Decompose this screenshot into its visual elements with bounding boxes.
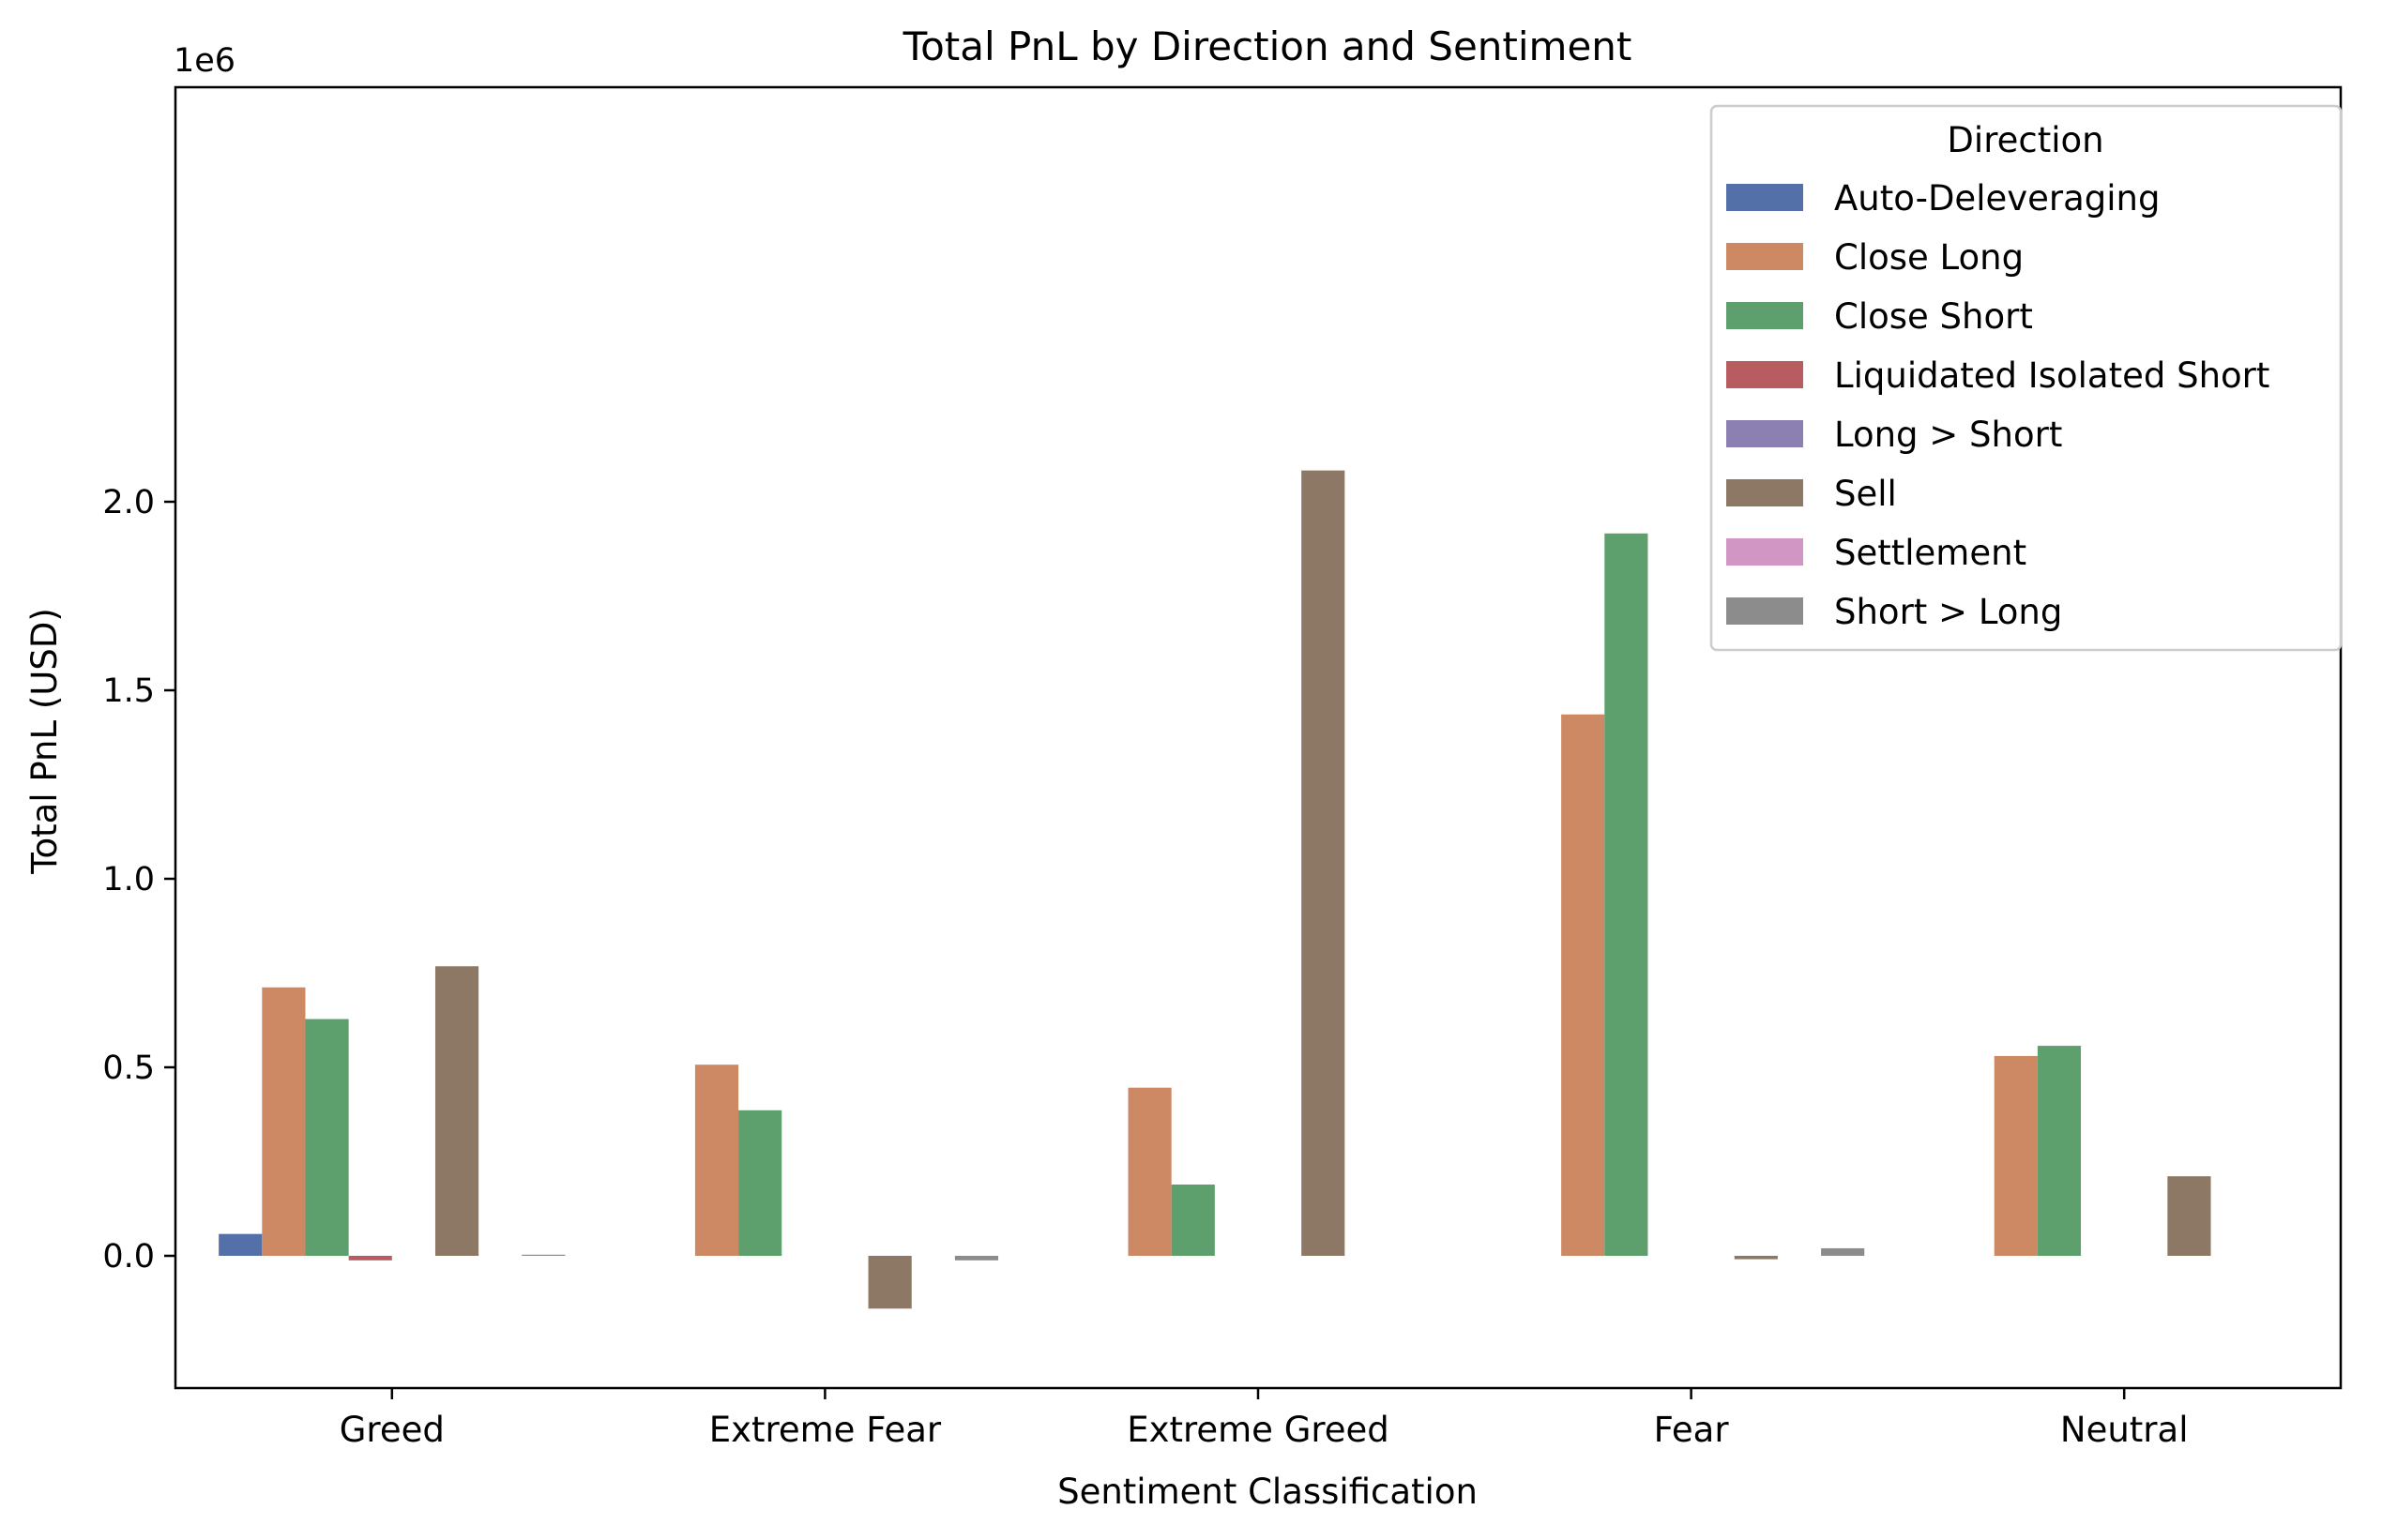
bar-close-long-extreme-fear [694, 1064, 739, 1256]
bar-close-short-neutral [2037, 1046, 2082, 1256]
bar-sell-extreme-greed [1301, 470, 1345, 1256]
legend-swatch [1726, 479, 1803, 506]
bar-short-long-greed [522, 1254, 566, 1256]
x-tick-label: Greed [340, 1410, 445, 1450]
legend-swatch [1726, 538, 1803, 566]
bars-layer [219, 470, 2211, 1309]
bar-close-long-fear [1561, 714, 1605, 1256]
legend-swatch [1726, 420, 1803, 447]
bar-auto-deleveraging-greed [219, 1233, 263, 1256]
legend: Direction Auto-Deleveraging Close Long Clo… [1709, 104, 2343, 652]
bar-sell-greed [434, 966, 479, 1256]
legend-label: Close Long [1834, 237, 2024, 278]
legend-swatch [1726, 243, 1803, 270]
bar-close-long-extreme-greed [1128, 1087, 1172, 1256]
bar-close-long-greed [262, 987, 306, 1256]
bar-close-short-extreme-greed [1171, 1185, 1215, 1256]
legend-swatch [1726, 184, 1803, 211]
y-tick-label: 0.0 [102, 1238, 155, 1276]
x-tick-label: Neutral [2060, 1410, 2189, 1450]
y-axis-label: Total PnL (USD) [24, 608, 65, 875]
x-tick-label: Extreme Fear [709, 1410, 942, 1450]
bar-short-long-extreme-fear [954, 1256, 999, 1261]
x-axis-label: Sentiment Classification [1057, 1472, 1478, 1512]
legend-title: Direction [1947, 120, 2103, 160]
bar-close-short-extreme-fear [738, 1110, 782, 1256]
legend-label: Short > Long [1834, 592, 2062, 632]
legend-label: Sell [1834, 474, 1897, 514]
bar-sell-neutral [2167, 1176, 2211, 1256]
bar-sell-fear [1734, 1256, 1778, 1260]
legend-label: Close Short [1834, 296, 2033, 337]
bar-short-long-fear [1821, 1247, 1865, 1256]
axes-layer: 0.0 0.5 1.0 1.5 2.0 Greed Extreme Fear Extreme … [102, 85, 2343, 1450]
y-offset-label: 1e6 [174, 42, 235, 80]
y-tick-label: 0.5 [102, 1049, 155, 1087]
legend-label: Auto-Deleveraging [1834, 178, 2161, 219]
x-tick-label: Fear [1654, 1410, 1730, 1450]
legend-swatch [1726, 597, 1803, 625]
y-tick-label: 1.5 [102, 672, 155, 710]
legend-label: Settlement [1834, 533, 2026, 573]
bar-sell-extreme-fear [868, 1256, 912, 1309]
bar-close-short-greed [305, 1019, 349, 1256]
chart-title: Total PnL by Direction and Sentiment [903, 23, 1632, 69]
bar-close-long-neutral [1994, 1055, 2038, 1256]
legend-frame [1709, 104, 2343, 652]
legend-items: Auto-Deleveraging Close Long Close Short Li… [1726, 178, 2269, 632]
legend-label: Long > Short [1834, 415, 2062, 455]
y-tick-label: 2.0 [102, 484, 155, 521]
bar-liquidated-isolated-short-greed [348, 1256, 392, 1261]
bar-close-short-fear [1604, 533, 1648, 1256]
legend-swatch [1726, 361, 1803, 388]
legend-swatch [1726, 302, 1803, 329]
legend-label: Liquidated Isolated Short [1834, 355, 2269, 396]
y-tick-label: 1.0 [102, 861, 155, 898]
x-tick-label: Extreme Greed [1127, 1410, 1389, 1450]
